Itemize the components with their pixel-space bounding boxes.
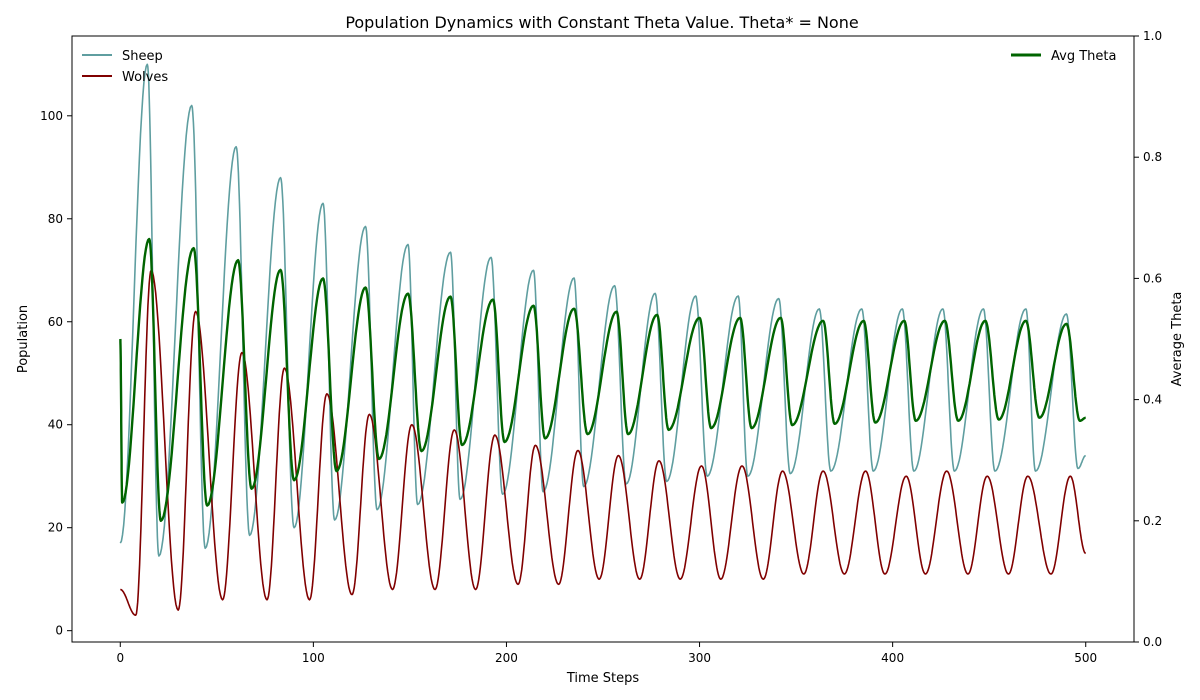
x-tick-label: 400 bbox=[881, 651, 904, 665]
y2-tick-label: 0.2 bbox=[1143, 514, 1162, 528]
x-tick-label: 300 bbox=[688, 651, 711, 665]
sheep-line bbox=[119, 63, 1087, 557]
x-tick-label: 100 bbox=[302, 651, 325, 665]
y-axis-label: Population bbox=[16, 305, 31, 373]
y-axis-right: 0.0 0.2 0.4 0.6 0.8 1.0 bbox=[1134, 29, 1162, 649]
wolves-line bbox=[120, 269, 1087, 616]
x-tick-label: 500 bbox=[1074, 651, 1097, 665]
legend-right: Avg Theta bbox=[1011, 49, 1116, 64]
y-tick-label: 40 bbox=[48, 418, 63, 432]
y-axis-left: 0 20 40 60 80 100 bbox=[40, 109, 72, 638]
x-axis-label: Time Steps bbox=[566, 671, 640, 686]
y2-tick-label: 1.0 bbox=[1143, 29, 1162, 43]
legend-left: Sheep Wolves bbox=[82, 49, 168, 85]
y2-tick-label: 0.6 bbox=[1143, 271, 1162, 285]
y2-tick-label: 0.0 bbox=[1143, 635, 1162, 649]
y2-axis-label: Average Theta bbox=[1170, 292, 1185, 387]
legend-label-avg-theta: Avg Theta bbox=[1051, 49, 1116, 64]
y-tick-label: 80 bbox=[48, 212, 63, 226]
plot-lines bbox=[119, 63, 1087, 616]
x-tick-label: 200 bbox=[495, 651, 518, 665]
y-tick-label: 100 bbox=[40, 109, 63, 123]
y-tick-label: 0 bbox=[55, 624, 63, 638]
avg-theta-line bbox=[119, 237, 1087, 522]
x-tick-label: 0 bbox=[116, 651, 124, 665]
legend-label-sheep: Sheep bbox=[122, 49, 163, 64]
legend-label-wolves: Wolves bbox=[122, 70, 168, 85]
plot-frame bbox=[71, 35, 1135, 643]
x-axis: 0 100 200 300 400 500 bbox=[116, 642, 1097, 665]
y2-tick-label: 0.8 bbox=[1143, 150, 1162, 164]
y-tick-label: 60 bbox=[48, 315, 63, 329]
y-tick-label: 20 bbox=[48, 521, 63, 535]
chart-title: Population Dynamics with Constant Theta … bbox=[345, 13, 858, 32]
y2-tick-label: 0.4 bbox=[1143, 393, 1162, 407]
